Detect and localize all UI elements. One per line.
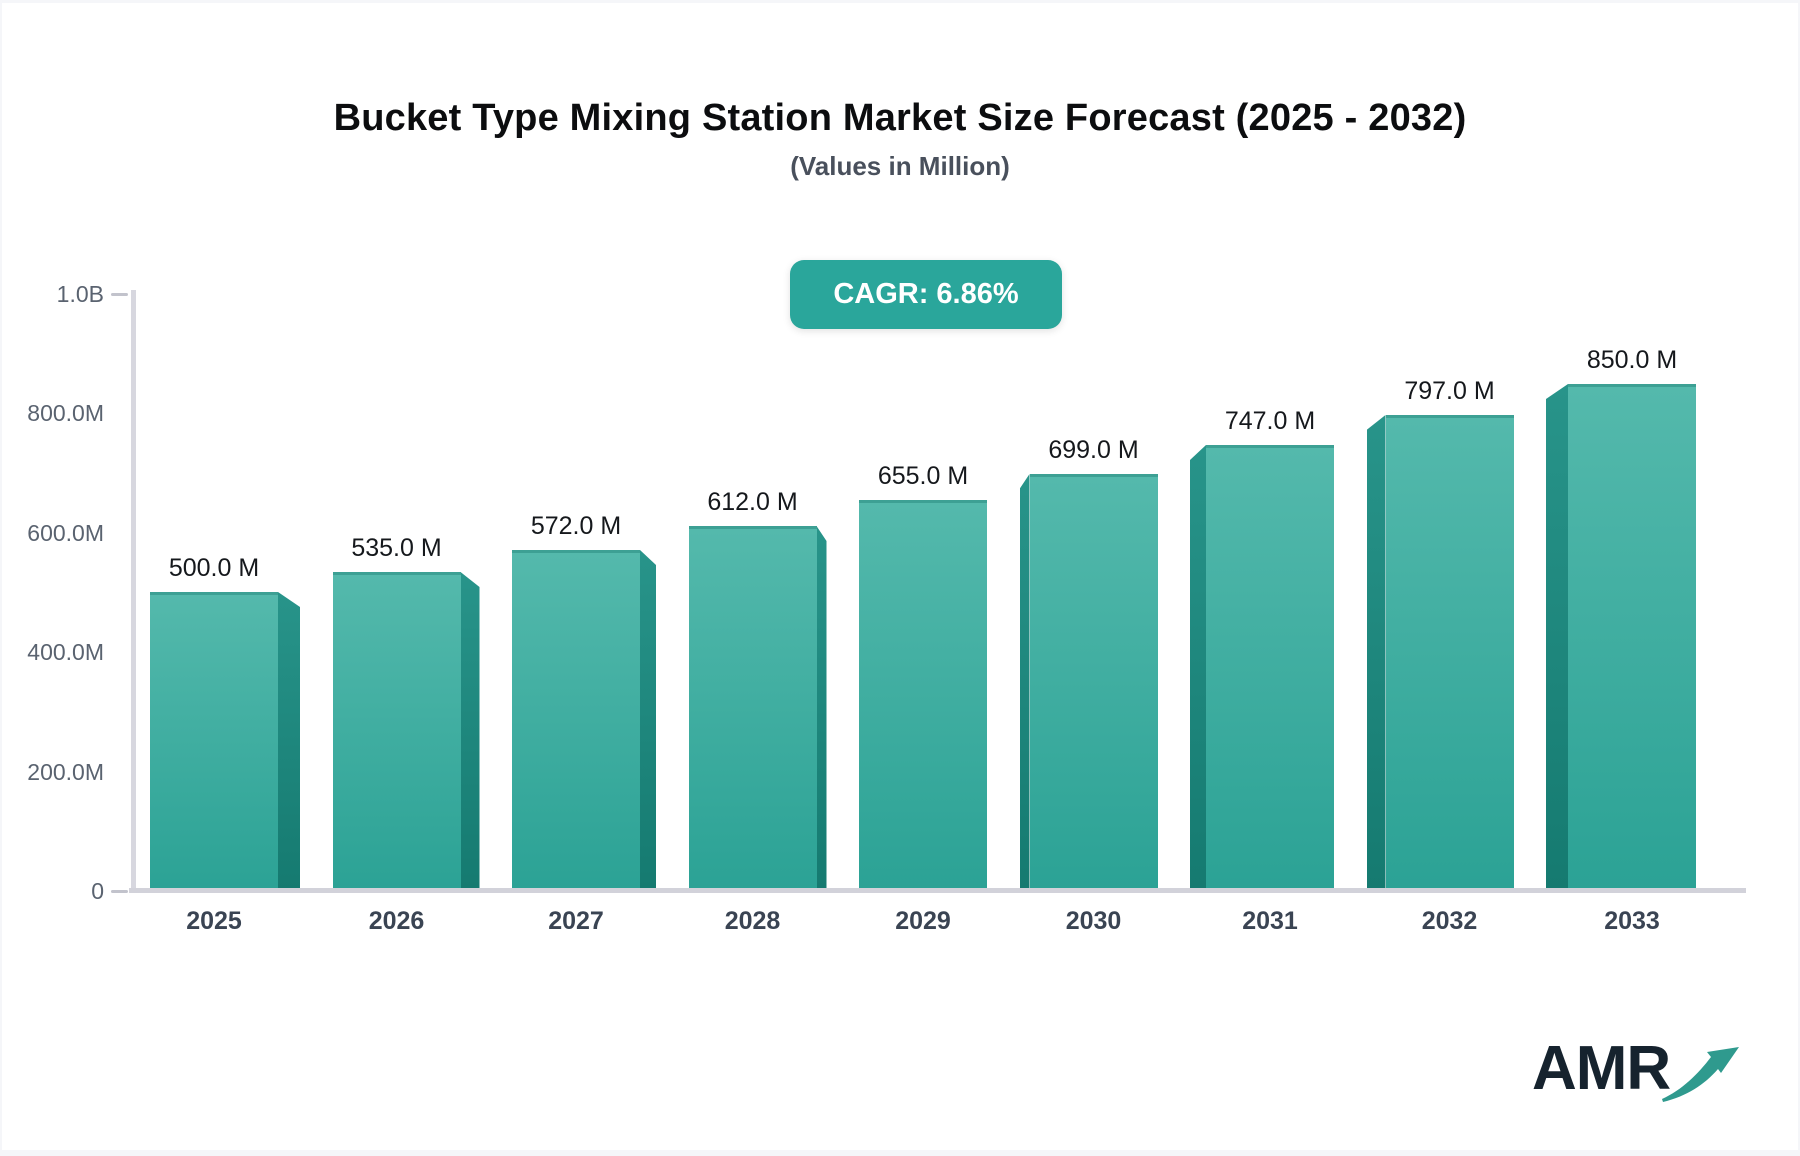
y-axis-tick-label: 800.0M	[27, 399, 104, 426]
x-axis-label-2032: 2032	[1421, 907, 1478, 935]
bar-group-2029: 655.0 M 2029	[859, 462, 987, 935]
y-axis-tick-label: 0	[91, 877, 104, 904]
bar-2031[interactable]: 747.0 M 2031	[1206, 407, 1334, 935]
y-axis-tick: 400.0M	[2, 639, 128, 665]
bar-value-label: 535.0 M	[351, 534, 442, 562]
y-axis-tick-label: 600.0M	[27, 519, 104, 546]
y-axis-tick-dash	[111, 292, 128, 296]
bar-side-3d	[460, 572, 480, 891]
bar-2032[interactable]: 797.0 M 2032	[1385, 377, 1514, 935]
bar-value-label: 572.0 M	[530, 512, 622, 540]
chart-title: Bucket Type Mixing Station Market Size F…	[333, 97, 1467, 139]
x-axis-label-2025: 2025	[186, 907, 242, 935]
cagr-badge-label: CAGR: 6.86%	[833, 278, 1019, 310]
x-axis-label-2027: 2027	[548, 907, 604, 935]
y-axis-tick-dash	[111, 889, 128, 893]
bar-value-label: 500.0 M	[168, 554, 260, 582]
bar-group-2027: 572.0 M 2027	[512, 512, 656, 935]
bar-value-label: 655.0 M	[877, 462, 969, 490]
y-axis-tick: 0	[2, 878, 128, 904]
bar-group-2032: 797.0 M 2032	[1366, 377, 1514, 935]
bar-2025[interactable]: 500.0 M 2025	[150, 554, 278, 935]
growth-arrow-icon	[1660, 1043, 1746, 1110]
bar-chart: 1.0B 800.0M 600.0M 400.0M 200.0M 0 500.0 M 202…	[2, 281, 1800, 935]
bar-side-3d	[1019, 474, 1030, 891]
x-axis-label-2029: 2029	[895, 907, 951, 935]
bar-side-3d	[1546, 384, 1568, 891]
y-axis-tick: 800.0M	[2, 400, 128, 426]
bar-side-3d	[1190, 445, 1206, 891]
x-axis-label-2026: 2026	[368, 907, 425, 935]
bar-value-label: 612.0 M	[707, 488, 798, 516]
cagr-badge: CAGR: 6.86%	[790, 260, 1062, 329]
bar-value-label: 699.0 M	[1048, 436, 1139, 464]
y-axis-tick-label: 200.0M	[27, 758, 104, 785]
chart-subtitle: (Values in Million)	[790, 151, 1010, 181]
chart-card: Bucket Type Mixing Station Market Size F…	[2, 3, 1798, 1150]
bar-2027[interactable]: 572.0 M 2027	[512, 512, 640, 935]
bar-side-3d	[1366, 415, 1386, 891]
bar-2030[interactable]: 699.0 M 2030	[1029, 436, 1158, 935]
bar-group-2030: 699.0 M 2030	[1019, 436, 1158, 935]
bar-2028[interactable]: 612.0 M 2028	[688, 488, 817, 935]
x-axis-label-2031: 2031	[1242, 907, 1298, 935]
bar-group-2031: 747.0 M 2031	[1190, 407, 1334, 935]
y-axis-tick: 200.0M	[2, 759, 128, 785]
bar-group-2033: 850.0 M 2033	[1546, 346, 1696, 935]
y-axis-tick-label: 1.0B	[56, 280, 104, 307]
y-axis-tick: 600.0M	[2, 520, 128, 546]
x-axis-line	[129, 888, 1746, 893]
bar-2029[interactable]: 655.0 M 2029	[859, 462, 987, 935]
bar-2026[interactable]: 535.0 M 2026	[332, 534, 461, 935]
bar-side-3d	[278, 592, 300, 891]
bar-2033[interactable]: 850.0 M 2033	[1568, 346, 1696, 935]
bar-side-3d	[816, 526, 827, 891]
bars-row: 500.0 M 2025 535.0 M 2026 572.0 M 2027 612.0 M…	[136, 294, 1722, 935]
y-axis-line	[131, 290, 136, 893]
bar-value-label: 797.0 M	[1404, 377, 1495, 405]
amr-logo: AMR	[1532, 1034, 1746, 1110]
amr-logo-text: AMR	[1532, 1034, 1671, 1103]
y-axis-tick: 1.0B	[2, 281, 128, 307]
bar-value-label: 850.0 M	[1586, 346, 1678, 374]
bar-value-label: 747.0 M	[1224, 407, 1316, 435]
x-axis-label-2030: 2030	[1065, 907, 1122, 935]
bar-side-3d	[640, 550, 656, 891]
bar-group-2028: 612.0 M 2028	[688, 488, 827, 935]
y-axis-tick-label: 400.0M	[27, 638, 104, 665]
bar-group-2025: 500.0 M 2025	[150, 554, 300, 935]
x-axis-label-2028: 2028	[724, 907, 781, 935]
bar-group-2026: 535.0 M 2026	[332, 534, 480, 935]
x-axis-label-2033: 2033	[1604, 907, 1660, 935]
